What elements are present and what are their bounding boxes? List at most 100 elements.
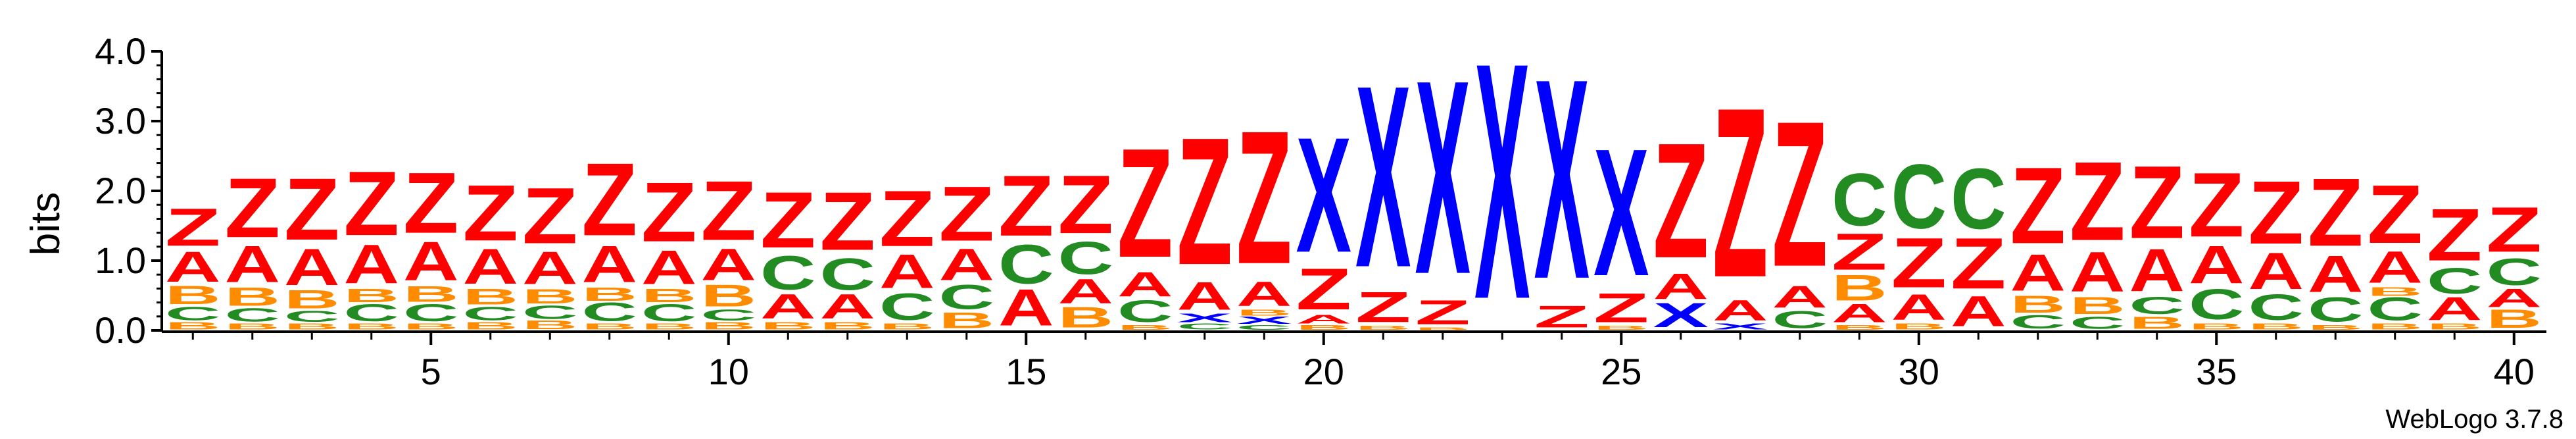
glyph-a: A [2368, 242, 2423, 292]
glyph-a: A [1117, 265, 1173, 304]
glyph-z: Z [1891, 224, 1947, 303]
glyph-x: X [1653, 296, 1709, 334]
glyph-c: C [2487, 250, 2542, 293]
glyph-b: B [463, 320, 518, 332]
glyph-a: A [522, 242, 577, 294]
glyph-z: Z [344, 153, 399, 255]
x-tick-label: 15 [1006, 351, 1046, 392]
glyph-x: X [1534, 20, 1590, 339]
glyph-a: A [284, 239, 340, 297]
glyph-b: B [2368, 285, 2423, 299]
glyph-a: A [701, 240, 756, 290]
y-axis-label: bits [23, 192, 68, 255]
glyph-b: B [2189, 322, 2244, 332]
glyph-b: B [284, 322, 339, 332]
glyph-a: A [1177, 274, 1233, 319]
glyph-z: Z [1296, 256, 1351, 322]
glyph-a: A [1891, 288, 1947, 328]
glyph-z: Z [165, 197, 220, 257]
glyph-c: C [2308, 290, 2363, 329]
glyph-x: X [1177, 311, 1232, 325]
x-tick-label: 30 [1899, 351, 1939, 392]
glyph-c: C [225, 305, 280, 326]
glyph-b: B [820, 320, 875, 332]
glyph-x: X [1296, 103, 1351, 287]
glyph-c: C [1117, 294, 1173, 328]
glyph-z: Z [1772, 78, 1828, 310]
glyph-z: Z [463, 168, 518, 257]
glyph-c: C [760, 245, 816, 299]
glyph-a: A [2427, 291, 2482, 328]
y-axis: 0.0 1.0 2.0 3.0 4.0 [95, 30, 162, 351]
glyph-z: Z [1058, 159, 1113, 251]
glyph-c: C [1236, 323, 1292, 331]
glyph-b: B [701, 320, 756, 332]
glyph-b: B [1355, 325, 1411, 331]
glyph-c: C [2070, 313, 2125, 332]
x-axis: 5 10 15 20 25 30 35 40 [191, 332, 2535, 392]
glyph-b: B [2129, 313, 2185, 332]
glyph-z: Z [2487, 194, 2542, 265]
glyph-a: A [225, 236, 281, 294]
glyph-a: A [1713, 294, 1768, 327]
glyph-c: C [2427, 261, 2482, 301]
glyph-x: X [1415, 22, 1471, 332]
glyph-b: B [2427, 322, 2482, 332]
glyph-b: B [2070, 292, 2126, 319]
glyph-a: A [582, 236, 638, 294]
glyph-c: C [344, 299, 400, 326]
glyph-x: X [1355, 32, 1411, 322]
glyph-a: A [344, 233, 400, 295]
glyph-b: B [344, 285, 399, 306]
glyph-b: B [1832, 323, 1887, 331]
glyph-b: B [760, 320, 815, 332]
glyph-b: B [879, 322, 935, 332]
glyph-z: Z [1117, 117, 1173, 291]
x-tick-label: 20 [1303, 351, 1344, 392]
glyph-c: C [1772, 306, 1828, 333]
glyph-c: C [1891, 146, 1947, 248]
x-tick-label: 10 [708, 351, 749, 392]
glyph-a: A [2129, 237, 2185, 304]
glyph-b: B [225, 282, 280, 311]
glyph-z: Z [760, 175, 815, 265]
glyph-z: Z [1236, 92, 1292, 305]
glyph-a: A [463, 238, 518, 294]
glyph-b: B [641, 322, 696, 332]
glyph-a: A [879, 244, 935, 298]
glyph-a: A [2248, 243, 2304, 301]
glyph-c: C [2010, 311, 2066, 332]
glyph-c: C [2129, 292, 2185, 319]
glyph-z: Z [820, 175, 875, 268]
glyph-x: X [1236, 315, 1292, 326]
glyph-z: Z [1415, 293, 1470, 332]
glyph-z: Z [879, 174, 935, 263]
glyph-a: A [2070, 240, 2125, 303]
glyph-z: Z [403, 155, 458, 251]
glyph-b: B [1891, 322, 1947, 332]
glyph-c: C [701, 307, 757, 324]
glyph-b: B [2248, 322, 2304, 332]
glyph-z: Z [2189, 154, 2244, 257]
glyph-c: C [939, 278, 994, 317]
y-tick-label: 4.0 [95, 30, 146, 72]
glyph-c: C [522, 302, 577, 323]
glyph-c: C [879, 285, 935, 328]
glyph-b: B [1296, 323, 1351, 331]
glyph-c: C [1951, 151, 2006, 247]
glyph-c: C [2248, 288, 2304, 328]
glyph-a: A [2487, 284, 2542, 313]
glyph-z: Z [1593, 285, 1649, 331]
glyph-a: A [939, 240, 994, 290]
glyph-x: X [1474, 0, 1530, 370]
glyph-z: Z [1951, 223, 2006, 305]
y-tick-label: 0.0 [95, 309, 146, 351]
glyph-b: B [165, 280, 220, 309]
glyph-c: C [2368, 291, 2423, 328]
glyph-a: A [403, 230, 459, 292]
glyph-z: Z [1177, 100, 1232, 303]
glyph-z: Z [641, 165, 696, 260]
glyph-b: B [522, 284, 578, 307]
glyph-b: B [701, 278, 757, 313]
